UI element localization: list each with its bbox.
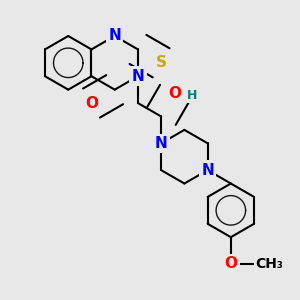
Text: O: O bbox=[85, 96, 98, 111]
Text: S: S bbox=[156, 55, 167, 70]
Text: N: N bbox=[155, 136, 167, 151]
Text: CH₃: CH₃ bbox=[255, 257, 283, 271]
Text: N: N bbox=[201, 163, 214, 178]
Text: N: N bbox=[108, 28, 121, 44]
Text: O: O bbox=[168, 86, 181, 101]
Text: N: N bbox=[132, 69, 144, 84]
Text: O: O bbox=[224, 256, 237, 272]
Text: H: H bbox=[187, 89, 198, 102]
